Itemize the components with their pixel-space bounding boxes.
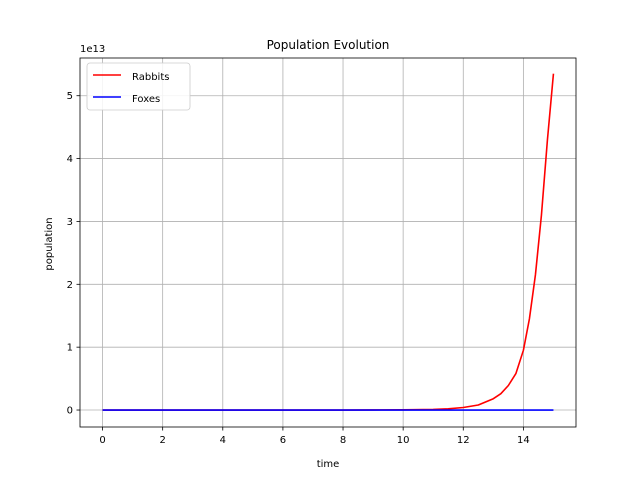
y-axis-label: population <box>44 217 55 270</box>
y-tick-label: 2 <box>67 280 73 291</box>
y-offset-label: 1e13 <box>80 44 105 55</box>
x-axis-ticks: 0 2 4 6 8 10 12 14 <box>99 427 530 446</box>
x-tick-label: 8 <box>340 435 346 446</box>
x-tick-label: 14 <box>517 435 530 446</box>
y-tick-label: 0 <box>67 406 73 417</box>
x-tick-label: 0 <box>99 435 105 446</box>
plot-lines <box>102 73 555 411</box>
axes-frame <box>79 57 577 428</box>
x-tick-label: 12 <box>457 435 470 446</box>
legend-foxes-label: Foxes <box>132 94 160 105</box>
x-tick-label: 6 <box>280 435 286 446</box>
chart-title: Population Evolution <box>267 38 390 52</box>
x-tick-label: 10 <box>397 435 410 446</box>
y-tick-label: 3 <box>67 217 73 228</box>
y-axis-ticks: 0 1 2 3 4 5 <box>67 91 80 417</box>
x-axis-label: time <box>317 459 340 470</box>
y-tick-label: 5 <box>67 91 73 102</box>
legend-rabbits-label: Rabbits <box>132 72 169 83</box>
x-tick-label: 4 <box>220 435 226 446</box>
x-tick-label: 2 <box>159 435 165 446</box>
legend: Rabbits Foxes <box>86 62 191 111</box>
y-tick-label: 4 <box>67 154 73 165</box>
y-tick-label: 1 <box>67 343 73 354</box>
